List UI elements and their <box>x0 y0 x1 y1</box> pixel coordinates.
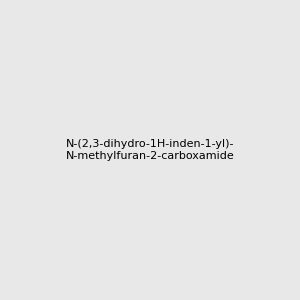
Text: N-(2,3-dihydro-1H-inden-1-yl)-
N-methylfuran-2-carboxamide: N-(2,3-dihydro-1H-inden-1-yl)- N-methylf… <box>66 139 234 161</box>
